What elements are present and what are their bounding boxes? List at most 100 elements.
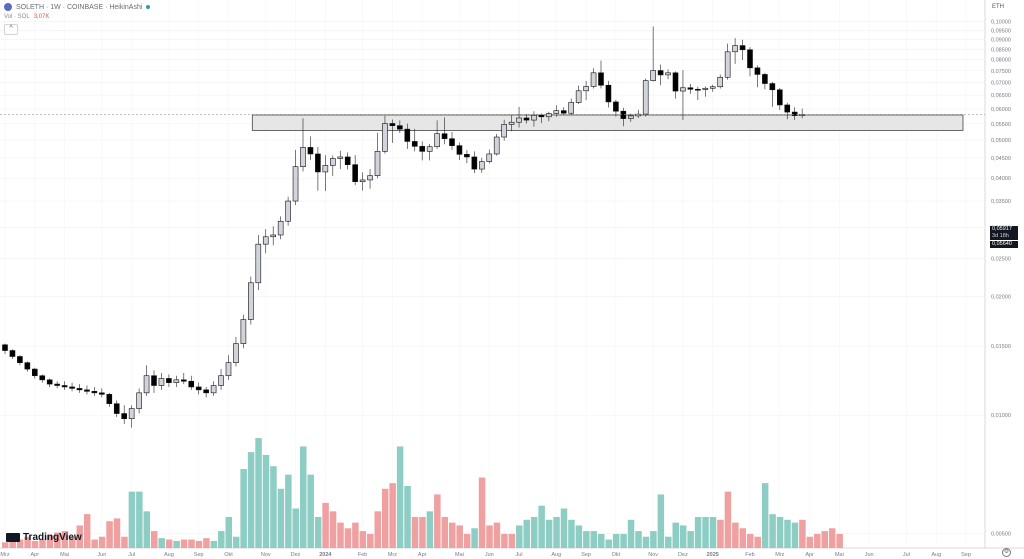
volume-bar	[143, 511, 151, 548]
candle-body	[627, 115, 634, 119]
volume-bar	[195, 540, 203, 548]
candle-body	[233, 343, 239, 363]
time-axis[interactable]: Mrz Apr Mai Jun Jul Aug Sep Okt Nov Dez 2024 Feb Mrz…	[0, 552, 971, 558]
volume-bar	[322, 502, 329, 548]
volume-bar	[463, 533, 471, 548]
x-tick-label: Feb	[358, 552, 367, 558]
symbol-icon	[4, 3, 12, 11]
x-tick-label: Aug	[164, 552, 174, 558]
price-axis-unit[interactable]: ETH	[992, 4, 1004, 10]
volume-bar	[180, 539, 188, 548]
candle-body	[17, 356, 23, 363]
candle-body	[434, 133, 440, 147]
x-tick-label: Aug	[551, 552, 561, 558]
y-tick-label: 0,07000	[991, 81, 1011, 87]
candle-body	[337, 156, 344, 159]
y-tick-label: 0,01500	[991, 344, 1011, 350]
candle-body	[382, 123, 388, 152]
volume-bar	[165, 539, 173, 548]
candle-body	[747, 49, 753, 69]
tradingview-logo-icon	[6, 533, 20, 542]
volume-bar	[575, 525, 583, 548]
x-tick-label: Nov	[648, 552, 658, 558]
candle-body	[508, 121, 515, 125]
candle-body	[173, 379, 180, 383]
candle-body	[218, 375, 224, 386]
y-tick-label: 0,08000	[991, 58, 1011, 64]
x-tick-label: Sep	[581, 552, 591, 558]
candle-body	[404, 128, 411, 142]
candle-body	[776, 89, 783, 106]
candle-body	[61, 385, 68, 388]
candle-body	[702, 87, 709, 90]
candle-body	[262, 236, 269, 245]
candle-body	[501, 124, 507, 138]
x-tick-label: Aug	[931, 552, 941, 558]
volume-bar	[61, 531, 69, 548]
x-tick-label: Apr	[805, 552, 814, 558]
tradingview-logo-text: TradingView	[23, 532, 82, 543]
candle-body	[367, 175, 373, 181]
candle-body	[69, 386, 75, 389]
candle-body	[389, 123, 396, 126]
candle-body	[493, 136, 500, 155]
volume-bar	[627, 519, 635, 548]
price-axis[interactable]: 0,10000 0,09500 0,09000 0,08500 0,08000 0,075…	[991, 20, 1011, 538]
x-tick-label: Jul	[903, 552, 910, 558]
candle-body	[277, 220, 284, 236]
grid-lines	[0, 0, 985, 548]
volume-bar	[776, 516, 784, 548]
volume-bar	[54, 532, 61, 548]
x-tick-label: 2025	[707, 552, 719, 558]
volume-bar	[16, 539, 24, 548]
volume-bar	[98, 536, 106, 548]
candle-body	[31, 368, 38, 377]
volume-bar	[523, 519, 530, 548]
support-zone[interactable]	[251, 114, 964, 131]
x-tick-label: Mrz	[388, 552, 397, 558]
candle-body	[411, 141, 418, 147]
volume-bar	[292, 508, 300, 548]
candle-body	[709, 86, 716, 89]
volume-bar	[545, 519, 553, 548]
y-tick-label: 0,00500	[991, 532, 1011, 538]
candle-body	[181, 379, 187, 382]
candle-body	[657, 70, 664, 76]
candle-body	[553, 110, 560, 114]
volume-bar	[449, 522, 456, 548]
volume-bar	[69, 536, 76, 548]
volume-bar	[210, 540, 218, 548]
volume-bar	[151, 531, 158, 548]
volume-bar	[113, 518, 121, 548]
volume-bar	[650, 531, 657, 548]
candle-body	[121, 413, 127, 419]
volume-bar	[329, 511, 337, 548]
candle-body	[307, 147, 314, 155]
candle-body	[76, 388, 83, 391]
gear-icon[interactable]: ⚙	[1002, 548, 1011, 557]
y-tick-label: 0,05500	[991, 122, 1011, 128]
x-tick-label: 2024	[319, 552, 332, 558]
volume-bar	[747, 533, 754, 548]
collapse-legend-button[interactable]: ^	[4, 24, 18, 35]
volume-bar	[128, 491, 136, 548]
candle-body	[769, 83, 776, 91]
tradingview-logo[interactable]: TradingView	[6, 532, 82, 543]
volume-bar	[188, 539, 195, 548]
x-tick-label: Nov	[261, 552, 271, 558]
symbol-title[interactable]: SOLETH · 1W · COINBASE · HeikinAshi	[16, 3, 143, 11]
candle-body	[54, 383, 60, 386]
x-tick-label: Mai	[455, 552, 464, 558]
volume-bar	[247, 452, 255, 548]
candle-body	[136, 392, 142, 409]
x-tick-label: Okt	[224, 552, 233, 558]
candle-body	[538, 114, 545, 118]
y-tick-label: 0,10000	[991, 20, 1011, 26]
volume-legend: Vol · SOL 3,07K	[4, 14, 49, 20]
volume-bar	[665, 536, 672, 548]
candle-body	[739, 45, 746, 51]
volume-bar	[337, 522, 344, 548]
volume-bar	[508, 533, 516, 548]
chart-legend: SOLETH · 1W · COINBASE · HeikinAshi	[4, 3, 151, 11]
